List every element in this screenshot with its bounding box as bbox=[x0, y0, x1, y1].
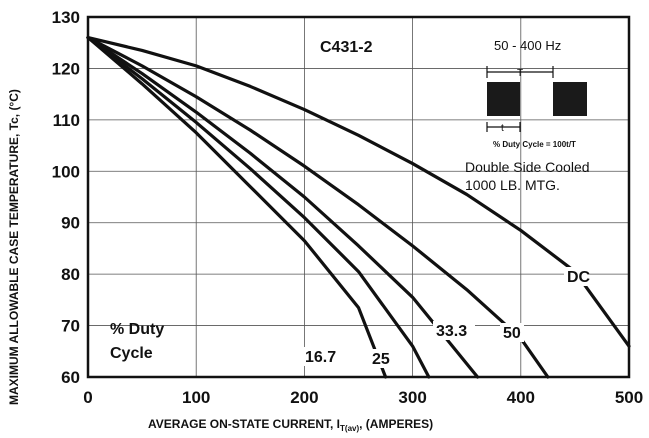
cooling-line2: 1000 LB. MTG. bbox=[465, 177, 560, 193]
y-tick-label: 110 bbox=[53, 111, 80, 130]
series-lines: 16.7 25 33.3 50 DC bbox=[86, 35, 631, 379]
x-tick-label: 500 bbox=[615, 388, 643, 407]
series-label-25: 25 bbox=[372, 351, 390, 368]
series-label-bg bbox=[433, 321, 475, 340]
series-line-16-7 bbox=[86, 35, 388, 379]
x-tick-label: 200 bbox=[290, 388, 318, 407]
duty-formula: % Duty Cycle = 100t/T bbox=[493, 140, 576, 149]
period-label: T bbox=[517, 68, 523, 79]
legend-title-line2: Cycle bbox=[110, 345, 153, 362]
y-tick-label: 60 bbox=[61, 368, 80, 387]
legend-title-line1: % Duty bbox=[110, 321, 164, 338]
series-label-bg bbox=[369, 349, 393, 368]
x-tick-label: 0 bbox=[83, 388, 92, 407]
x-axis-title: AVERAGE ON-STATE CURRENT, IT(av), (AMPER… bbox=[148, 417, 433, 433]
plot-frame bbox=[86, 15, 631, 379]
x-tick-label: 400 bbox=[507, 388, 535, 407]
y-tick-label: 130 bbox=[52, 8, 80, 27]
series-label-33-3: 33.3 bbox=[436, 323, 467, 340]
grid bbox=[87, 16, 630, 378]
pulse-block-2 bbox=[553, 82, 587, 116]
series-label-50: 50 bbox=[503, 325, 521, 342]
x-axis-title-sub: T(av) bbox=[340, 424, 359, 433]
y-axis-title: MAXIMUM ALLOWABLE CASE TEMPERATURE, Tc, … bbox=[7, 89, 21, 405]
y-tick-label: 70 bbox=[61, 317, 80, 336]
x-axis-title-main: AVERAGE ON-STATE CURRENT, I bbox=[148, 417, 340, 431]
y-tick-label: 100 bbox=[52, 162, 80, 181]
tick-labels: 0 100 200 300 400 500 60 70 80 90 100 110 120 130 bbox=[52, 8, 644, 407]
cooling-line1: Double Side Cooled bbox=[465, 159, 590, 175]
series-line-25 bbox=[86, 35, 431, 379]
inset-panel: 50 - 400 Hz T t % Duty Cycle = 100t/T Do… bbox=[465, 38, 590, 193]
series-label-bg bbox=[564, 267, 588, 286]
x-tick-label: 100 bbox=[182, 388, 210, 407]
series-line-DC bbox=[86, 35, 631, 348]
chart-title: C431-2 bbox=[320, 39, 373, 56]
y-tick-label: 80 bbox=[61, 265, 80, 284]
x-tick-label: 300 bbox=[398, 388, 426, 407]
y-tick-label: 120 bbox=[52, 59, 80, 78]
series-label-bg bbox=[500, 323, 524, 342]
y-tick-label: 90 bbox=[61, 214, 80, 233]
pulse-block-1 bbox=[487, 82, 520, 116]
series-label-bg bbox=[302, 347, 344, 366]
series-label-16-7: 16.7 bbox=[305, 349, 336, 366]
pulse-label: t bbox=[501, 123, 504, 134]
series-line-33-3 bbox=[86, 35, 480, 379]
series-line-50 bbox=[86, 35, 550, 379]
x-axis-title-tail: , (AMPERES) bbox=[359, 417, 433, 431]
inset-frequency: 50 - 400 Hz bbox=[494, 38, 561, 53]
series-label-DC: DC bbox=[567, 269, 591, 286]
